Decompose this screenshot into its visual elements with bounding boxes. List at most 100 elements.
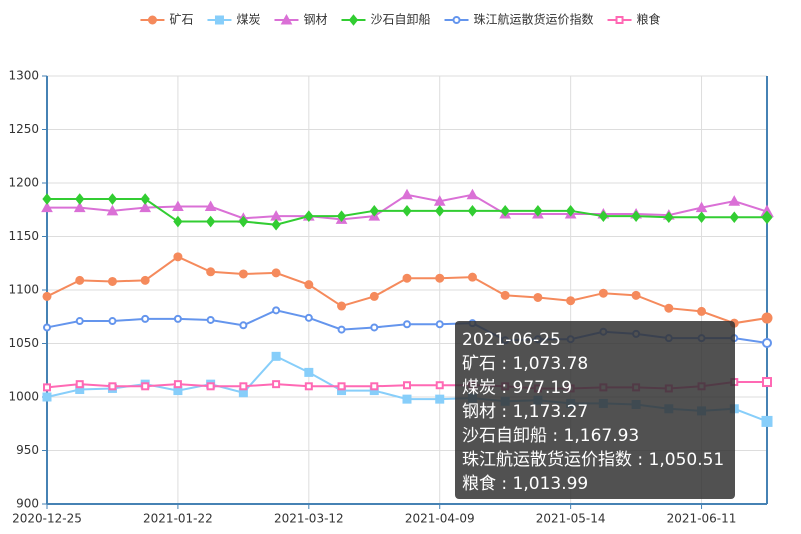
y-tick-label: 1300	[8, 69, 39, 83]
tooltip-text: :	[496, 354, 513, 374]
tooltip-text: :	[496, 474, 513, 494]
point	[566, 296, 576, 306]
tooltip-text: 1,073.78	[513, 354, 589, 374]
point	[75, 317, 84, 326]
point	[631, 210, 641, 222]
point	[615, 16, 624, 24]
point	[173, 252, 183, 262]
point	[280, 13, 293, 25]
legend-label: 煤炭	[236, 13, 260, 27]
tooltip-text: 1,050.51	[649, 450, 725, 470]
point	[466, 188, 479, 200]
legend: 矿石 煤炭 钢材 沙石自卸船 珠江航运散货运价指数 粮食	[140, 12, 661, 27]
point	[467, 205, 478, 217]
point	[42, 291, 52, 301]
point	[304, 367, 314, 377]
tooltip-text: 1,013.99	[513, 474, 589, 494]
tooltip-box	[455, 321, 735, 499]
point	[206, 315, 215, 324]
legend-item: 钢材	[274, 13, 328, 27]
point	[271, 351, 281, 361]
point	[108, 382, 117, 391]
point	[173, 314, 182, 323]
tooltip-text: 沙石自卸船	[462, 426, 547, 446]
point	[452, 16, 461, 24]
point	[337, 382, 346, 391]
point	[598, 210, 609, 222]
point	[172, 200, 184, 212]
tooltip-text: :	[496, 402, 513, 422]
point	[762, 337, 772, 348]
point	[336, 210, 347, 222]
point	[435, 273, 445, 283]
point	[402, 205, 412, 217]
point	[467, 272, 477, 282]
point	[107, 193, 118, 205]
point	[598, 288, 608, 298]
tooltip-row: 煤炭 : 977.19	[462, 378, 572, 398]
point	[304, 280, 314, 290]
y-tick-label: 1050	[8, 336, 39, 350]
point	[41, 201, 53, 213]
legend-label: 珠江航运散货运价指数	[474, 12, 594, 27]
tooltip-text: 粮食	[462, 474, 496, 494]
point	[272, 380, 281, 389]
point	[435, 320, 444, 329]
point	[348, 14, 359, 26]
legend-label: 钢材	[303, 13, 327, 27]
y-tick-label: 1000	[8, 390, 39, 404]
point	[206, 382, 215, 391]
point	[403, 320, 411, 329]
tooltip-text: 1,173.27	[513, 402, 589, 422]
tooltip-row: 矿石 : 1,073.78	[462, 354, 588, 374]
tooltip-row: 沙石自卸船 : 1,167.93	[462, 426, 639, 446]
point	[214, 15, 224, 25]
tooltip-title: 2021-06-25	[462, 330, 561, 350]
point	[108, 317, 117, 326]
y-tick-label: 1150	[8, 229, 39, 243]
point	[729, 211, 739, 224]
point	[370, 382, 379, 391]
legend-item: 煤炭	[207, 13, 260, 27]
point	[664, 303, 674, 313]
point	[106, 204, 119, 216]
tooltip-text: 矿石	[462, 354, 496, 374]
x-tick-label: 2021-01-22	[143, 512, 213, 526]
point	[73, 201, 86, 213]
legend-item: 沙石自卸船	[341, 12, 431, 27]
series	[42, 252, 773, 328]
point	[631, 290, 641, 300]
point	[728, 195, 741, 206]
point	[43, 383, 51, 392]
point	[304, 313, 313, 322]
point	[337, 301, 347, 311]
tooltip-row: 珠江航运散货运价指数 : 1,050.51	[462, 450, 724, 470]
point	[141, 382, 150, 391]
legend-item: 矿石	[140, 13, 193, 27]
point	[761, 415, 773, 427]
point	[239, 321, 248, 330]
point	[435, 205, 445, 217]
point	[697, 306, 707, 316]
tooltip-text: :	[496, 378, 513, 398]
point	[141, 314, 150, 323]
tooltip-text: 煤炭	[462, 378, 496, 398]
point	[337, 325, 346, 334]
point	[369, 291, 379, 301]
point	[533, 205, 543, 217]
point	[533, 292, 543, 302]
point	[238, 269, 248, 279]
series	[42, 193, 773, 231]
point	[75, 380, 84, 389]
point	[402, 273, 412, 283]
legend-label: 沙石自卸船	[371, 12, 431, 27]
tooltip-text: :	[632, 450, 649, 470]
point	[370, 323, 379, 332]
point	[42, 392, 52, 402]
point	[403, 381, 411, 390]
point	[272, 306, 281, 315]
tooltip: 2021-06-25 矿石 : 1,073.78 煤炭 : 977.19 钢材 : 1…	[455, 321, 735, 499]
y-tick-label: 1100	[8, 283, 39, 297]
x-tick-label: 2021-04-09	[405, 512, 475, 526]
